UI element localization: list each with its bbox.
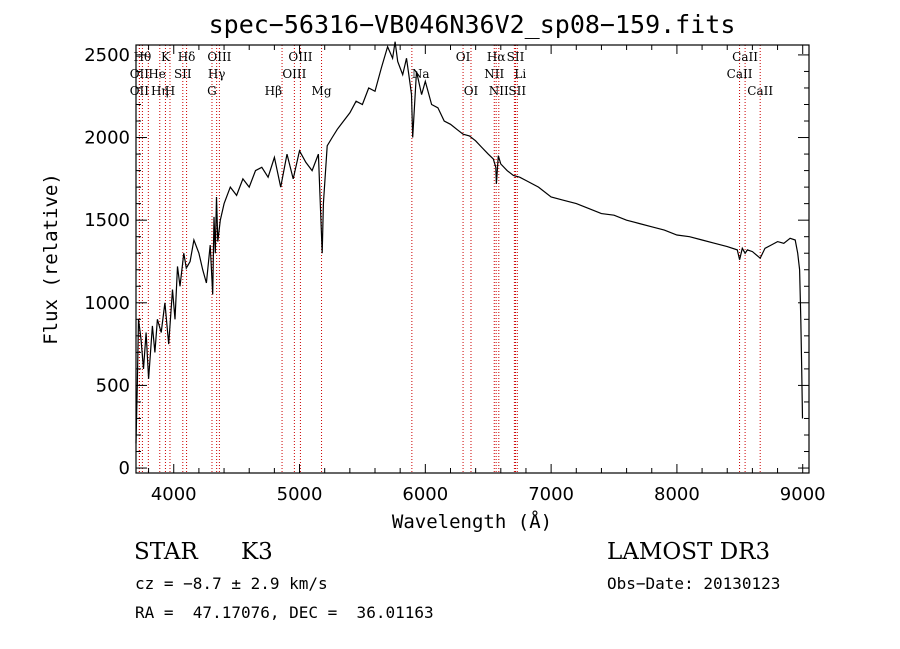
spectrum-line xyxy=(135,41,804,444)
line-label-10: Hγ xyxy=(208,67,226,81)
chart-title: spec−56316−VB046N36V2_sp08−159.fits xyxy=(209,10,736,39)
line-label-26: CaII xyxy=(732,50,758,64)
y-tick-label-2: 1000 xyxy=(84,293,130,314)
line-label-13: OIII xyxy=(282,67,306,81)
y-tick-label-5: 2500 xyxy=(84,45,130,66)
x-tick-label-5: 9000 xyxy=(780,484,826,505)
line-label-1: OII xyxy=(130,67,150,81)
x-axis-label: Wavelength (Å) xyxy=(392,510,552,533)
x-tick-label-0: 4000 xyxy=(151,484,197,505)
x-tick-label-2: 6000 xyxy=(402,484,448,505)
line-label-19: NII xyxy=(484,67,504,81)
object-type: STAR xyxy=(134,539,198,565)
line-label-15: Mg xyxy=(312,84,332,98)
line-label-20: Hα xyxy=(487,50,506,64)
axis-ticks: 4000 5000 6000 7000 8000 9000 0 500 1000 1500 2000… xyxy=(84,45,825,505)
y-tick-label-1: 500 xyxy=(96,375,130,396)
spectral-subclass: K3 xyxy=(241,539,273,565)
line-label-16: Na xyxy=(412,67,430,81)
line-label-7: SII xyxy=(174,67,192,81)
x-tick-label-1: 5000 xyxy=(277,484,323,505)
x-tick-label-4: 8000 xyxy=(654,484,700,505)
line-label-22: Li xyxy=(514,67,526,81)
line-label-8: Hδ xyxy=(178,50,196,64)
redshift-value: cz = −8.7 ± 2.9 km/s xyxy=(135,574,328,593)
y-axis-label: Flux (relative) xyxy=(40,173,62,345)
line-label-6: H xyxy=(165,84,175,98)
line-label-14: OIII xyxy=(288,50,312,64)
line-label-25: CaII xyxy=(727,67,753,81)
line-label-5: K xyxy=(161,50,171,64)
observation-date: Obs−Date: 20130123 xyxy=(607,574,781,593)
line-label-21: NII xyxy=(489,84,509,98)
y-tick-label-4: 2000 xyxy=(84,128,130,149)
line-label-0: Hθ xyxy=(134,50,152,64)
line-label-27: CaII xyxy=(747,84,773,98)
plot-frame xyxy=(135,44,810,474)
y-tick-label-3: 1500 xyxy=(84,210,130,231)
line-label-4: Hη xyxy=(151,84,169,98)
line-label-24: SII xyxy=(508,84,526,98)
line-label-23: SII xyxy=(507,50,525,64)
x-tick-label-3: 7000 xyxy=(528,484,574,505)
line-label-18: OI xyxy=(464,84,479,98)
y-tick-label-0: 0 xyxy=(119,458,130,479)
line-label-11: OIII xyxy=(207,50,231,64)
line-label-17: OI xyxy=(456,50,471,64)
survey-name: LAMOST DR3 xyxy=(607,539,771,565)
line-label-9: G xyxy=(207,84,217,98)
emission-line-labels: HθOIIOIIHeHηKHSIIHδGHγOIIIHβOIIIOIIIMgNa… xyxy=(130,50,774,98)
emission-line-markers xyxy=(138,45,761,473)
coordinates: RA = 47.17076, DEC = 36.01163 xyxy=(135,603,434,622)
line-label-3: He xyxy=(148,67,166,81)
line-label-2: OII xyxy=(130,84,150,98)
line-label-12: Hβ xyxy=(265,84,282,98)
